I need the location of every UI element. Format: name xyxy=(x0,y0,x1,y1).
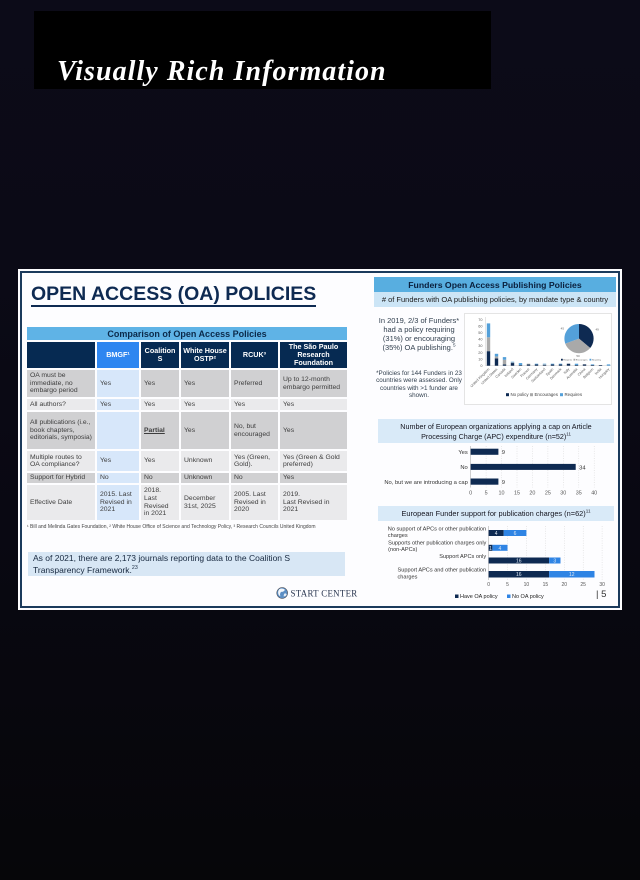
svg-text:Requires: Requires xyxy=(563,359,573,362)
svg-text:Spain: Spain xyxy=(545,367,554,376)
svg-text:charges: charges xyxy=(398,574,418,580)
svg-text:3: 3 xyxy=(553,559,556,565)
svg-text:0: 0 xyxy=(487,582,490,588)
svg-text:charges: charges xyxy=(388,533,408,539)
svg-text:20: 20 xyxy=(562,582,568,588)
svg-text:9: 9 xyxy=(502,480,505,486)
svg-text:0: 0 xyxy=(469,491,472,497)
svg-text:25: 25 xyxy=(545,491,551,497)
svg-text:Yes: Yes xyxy=(458,450,468,456)
svg-text:Ireland: Ireland xyxy=(504,367,515,378)
svg-text:Supports other publication cha: Supports other publication charges only xyxy=(388,541,486,547)
svg-text:10: 10 xyxy=(499,491,505,497)
svg-text:34: 34 xyxy=(579,465,586,471)
svg-text:Canada: Canada xyxy=(495,367,507,379)
svg-text:Encourages: Encourages xyxy=(576,359,589,362)
svg-text:Encourages: Encourages xyxy=(535,392,559,397)
svg-text:60: 60 xyxy=(478,324,482,328)
svg-text:No policy: No policy xyxy=(511,392,530,397)
svg-text:(non-APCs): (non-APCs) xyxy=(388,547,417,553)
svg-text:No, but we are introducing a c: No, but we are introducing a cap xyxy=(384,480,467,486)
svg-text:Support APCs only: Support APCs only xyxy=(439,554,486,560)
svg-text:START CENTER: START CENTER xyxy=(291,588,358,598)
svg-text:40: 40 xyxy=(478,338,482,342)
svg-text:25: 25 xyxy=(580,582,586,588)
svg-text:6: 6 xyxy=(514,531,517,537)
svg-text:20: 20 xyxy=(478,351,482,355)
svg-text:5: 5 xyxy=(485,491,488,497)
svg-text:45: 45 xyxy=(561,327,565,331)
svg-text:China: China xyxy=(577,367,586,376)
svg-text:No support of APCs or other pu: No support of APCs or other publication xyxy=(388,526,486,532)
svg-text:16: 16 xyxy=(516,572,522,578)
svg-text:20: 20 xyxy=(529,491,535,497)
svg-text:50: 50 xyxy=(478,331,482,335)
svg-text:50: 50 xyxy=(576,354,580,358)
svg-text:Have OA policy: Have OA policy xyxy=(460,594,498,600)
svg-text:10: 10 xyxy=(478,357,482,361)
svg-text:15: 15 xyxy=(514,491,520,497)
svg-text:9: 9 xyxy=(502,450,505,456)
svg-text:No OA policy: No OA policy xyxy=(512,594,544,600)
svg-text:30: 30 xyxy=(599,582,605,588)
svg-text:30: 30 xyxy=(478,344,482,348)
svg-text:Support APCs and other publica: Support APCs and other publication xyxy=(398,568,487,574)
svg-text:15: 15 xyxy=(543,582,549,588)
svg-text:12: 12 xyxy=(569,572,575,578)
svg-text:0: 0 xyxy=(480,364,482,368)
svg-text:35: 35 xyxy=(576,491,582,497)
svg-text:40: 40 xyxy=(591,491,597,497)
svg-text:16: 16 xyxy=(516,559,522,565)
svg-text:No: No xyxy=(460,465,467,471)
svg-text:70: 70 xyxy=(478,318,482,322)
svg-text:Requires: Requires xyxy=(565,392,583,397)
svg-text:30: 30 xyxy=(560,491,566,497)
svg-text:No policy: No policy xyxy=(592,360,602,362)
svg-text:1: 1 xyxy=(489,546,492,552)
svg-text:4: 4 xyxy=(495,531,498,537)
svg-text:4: 4 xyxy=(499,546,502,552)
svg-text:France: France xyxy=(520,367,531,378)
svg-text:49: 49 xyxy=(596,328,600,332)
svg-text:Italy: Italy xyxy=(563,367,571,375)
svg-text:5: 5 xyxy=(506,582,509,588)
svg-text:10: 10 xyxy=(524,582,530,588)
svg-text:India: India xyxy=(594,367,602,375)
